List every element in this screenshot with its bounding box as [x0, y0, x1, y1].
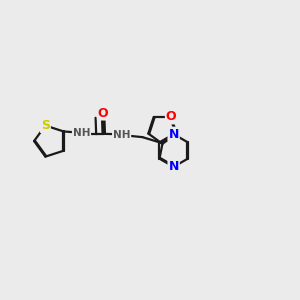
Text: O: O: [98, 106, 109, 119]
Text: NH: NH: [73, 128, 90, 138]
Text: S: S: [41, 119, 50, 132]
Text: N: N: [168, 160, 179, 173]
Text: N: N: [168, 128, 179, 141]
Text: O: O: [166, 110, 176, 123]
Text: NH: NH: [113, 130, 130, 140]
